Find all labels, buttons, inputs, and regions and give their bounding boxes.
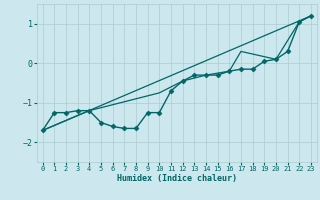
X-axis label: Humidex (Indice chaleur): Humidex (Indice chaleur) xyxy=(117,174,237,183)
